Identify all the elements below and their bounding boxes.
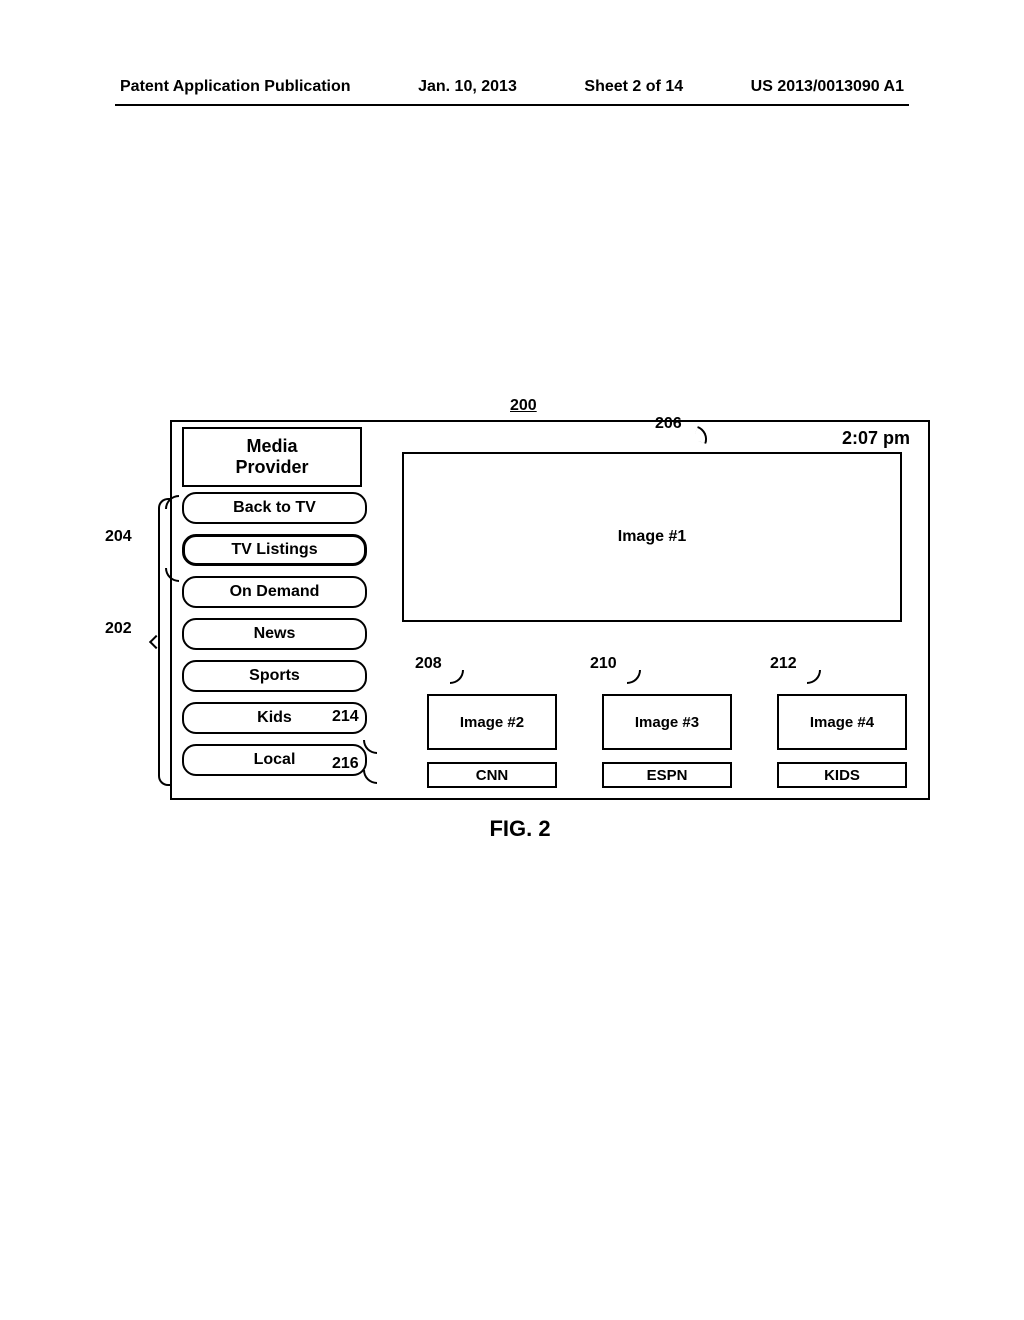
page-header: Patent Application Publication Jan. 10, …: [0, 78, 1024, 96]
ref-206: 206: [655, 415, 682, 433]
ref-212: 212: [770, 655, 797, 673]
media-provider-box: Media Provider: [182, 427, 362, 487]
channel-espn[interactable]: ESPN: [602, 762, 732, 788]
menu-on-demand[interactable]: On Demand: [182, 576, 367, 608]
ref-204: 204: [105, 528, 132, 546]
media-provider-label: Media Provider: [235, 436, 308, 477]
image-4[interactable]: Image #4: [777, 694, 907, 750]
ref-210: 210: [590, 655, 617, 673]
figure-caption: FIG. 2: [110, 816, 930, 842]
ref-200: 200: [510, 397, 537, 415]
ref-208: 208: [415, 655, 442, 673]
menu-sports[interactable]: Sports: [182, 660, 367, 692]
channel-row: CNN ESPN KIDS: [427, 762, 908, 788]
ref-216: 216: [332, 755, 359, 773]
menu-tv-listings[interactable]: TV Listings: [182, 534, 367, 566]
image-3[interactable]: Image #3: [602, 694, 732, 750]
header-sheet: Sheet 2 of 14: [584, 78, 683, 96]
header-patent-number: US 2013/0013090 A1: [751, 78, 904, 96]
header-rule: [115, 104, 909, 106]
channel-cnn[interactable]: CNN: [427, 762, 557, 788]
header-publication: Patent Application Publication: [120, 78, 351, 96]
display-screen: Media Provider Back to TV TV Listings On…: [170, 420, 930, 800]
bracket-202: [156, 498, 170, 786]
clock-time: 2:07 pm: [842, 428, 910, 449]
ref-214: 214: [332, 708, 359, 726]
ref-202: 202: [105, 620, 132, 638]
menu-news[interactable]: News: [182, 618, 367, 650]
thumbnail-row: Image #2 Image #3 Image #4: [427, 694, 908, 750]
image-1-label: Image #1: [618, 528, 686, 546]
figure-2: 200 Media Provider Back to TV TV Listing…: [110, 420, 920, 800]
header-date: Jan. 10, 2013: [418, 78, 517, 96]
menu-back-to-tv[interactable]: Back to TV: [182, 492, 367, 524]
channel-kids[interactable]: KIDS: [777, 762, 907, 788]
menu-column: Back to TV TV Listings On Demand News Sp…: [182, 492, 367, 786]
image-2[interactable]: Image #2: [427, 694, 557, 750]
image-1[interactable]: Image #1: [402, 452, 902, 622]
